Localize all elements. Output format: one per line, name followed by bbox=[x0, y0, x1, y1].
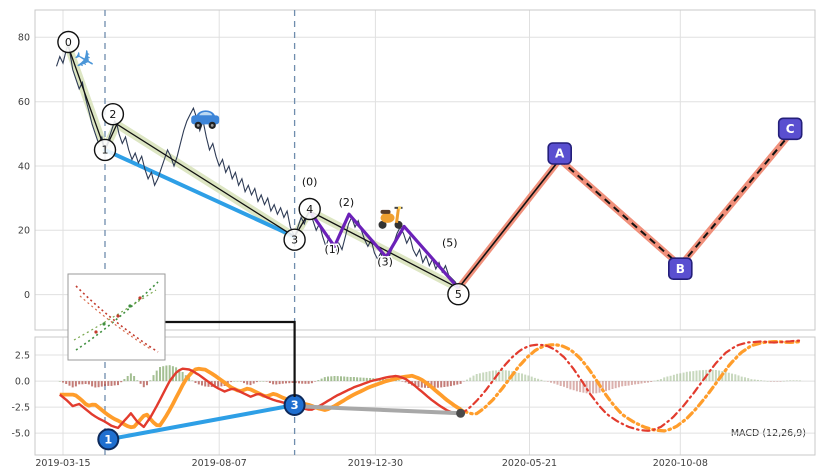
abc-labels: A B C bbox=[547, 117, 803, 281]
inset-thumbnail bbox=[67, 273, 166, 361]
macd-ytick: 0.0 bbox=[15, 377, 30, 388]
wave-label-0: 0 bbox=[57, 30, 80, 54]
x-tick: 2020-10-08 bbox=[653, 458, 708, 469]
svg-text:C: C bbox=[786, 122, 795, 136]
price-ytick: 20 bbox=[18, 226, 30, 237]
subwave-label: (2) bbox=[339, 196, 355, 209]
svg-text:3: 3 bbox=[291, 234, 298, 247]
impulse-line bbox=[67, 46, 459, 289]
svg-text:2: 2 bbox=[109, 108, 116, 121]
subwave-label: (3) bbox=[377, 256, 393, 269]
wave-label-3: 3 bbox=[283, 228, 306, 251]
subwave-line bbox=[308, 210, 460, 290]
wave-label-1: 1 bbox=[93, 138, 117, 162]
subwave-label: (1) bbox=[325, 243, 341, 256]
svg-text:0: 0 bbox=[65, 36, 72, 49]
macd-signal-forecast bbox=[459, 339, 804, 433]
macd-divergence-line-3-5 bbox=[292, 404, 463, 416]
price-panel-spine bbox=[34, 9, 816, 331]
macd-ytick: -2.5 bbox=[11, 403, 30, 414]
macd-ytick: -5.0 bbox=[11, 429, 30, 440]
abc-label-C: C bbox=[777, 117, 803, 141]
price-divergence-line-1-3 bbox=[103, 147, 297, 239]
svg-text:1: 1 bbox=[104, 432, 112, 446]
price-ytick: 60 bbox=[18, 97, 30, 108]
abc-line-5a bbox=[457, 159, 561, 289]
macd-marker-1: 1 bbox=[97, 428, 120, 451]
svg-text:1: 1 bbox=[102, 144, 109, 157]
macd-line-forecast bbox=[459, 339, 804, 432]
macd-divergence-line-1-3 bbox=[106, 403, 297, 442]
subwave-label: (5) bbox=[442, 236, 458, 249]
abc-line-ab bbox=[559, 158, 681, 267]
subwave-labels: (0) (1) (2) (3) (5) bbox=[300, 174, 459, 270]
macd-end-dot bbox=[456, 408, 466, 418]
macd-marker-3: 3 bbox=[283, 394, 306, 416]
abc-line-bc bbox=[679, 133, 791, 267]
svg-text:A: A bbox=[555, 147, 565, 161]
svg-text:4: 4 bbox=[306, 203, 313, 216]
abc-label-A: A bbox=[547, 142, 573, 165]
scooter-icon bbox=[378, 206, 403, 229]
x-tick: 2019-12-30 bbox=[348, 458, 403, 469]
price-ytick: 40 bbox=[18, 161, 30, 172]
price-ytick: 0 bbox=[24, 290, 30, 301]
wave-label-5: 5 bbox=[447, 283, 470, 306]
wave-label-2: 2 bbox=[101, 102, 125, 126]
x-tick: 2019-08-07 bbox=[192, 458, 247, 469]
macd-histogram bbox=[58, 365, 801, 394]
x-tick: 2020-05-21 bbox=[502, 458, 557, 469]
impulse-band bbox=[64, 43, 463, 293]
inset-connector bbox=[165, 320, 296, 397]
svg-text:B: B bbox=[676, 262, 685, 276]
subwave-label: (0) bbox=[302, 175, 318, 188]
abc-band bbox=[455, 130, 794, 292]
svg-text:5: 5 bbox=[455, 288, 462, 301]
x-tick: 2019-03-15 bbox=[35, 458, 90, 469]
macd-line bbox=[59, 367, 461, 430]
macd-panel-spine bbox=[34, 336, 816, 456]
wave-label-4: 4 bbox=[298, 197, 321, 221]
macd-ytick: 2.5 bbox=[15, 350, 30, 361]
impulse-wave-labels: 0 1 2 3 4 5 bbox=[57, 30, 470, 306]
car-icon bbox=[191, 110, 220, 129]
price-ytick: 80 bbox=[18, 33, 30, 44]
svg-text:3: 3 bbox=[291, 398, 299, 412]
abc-label-B: B bbox=[667, 257, 693, 281]
